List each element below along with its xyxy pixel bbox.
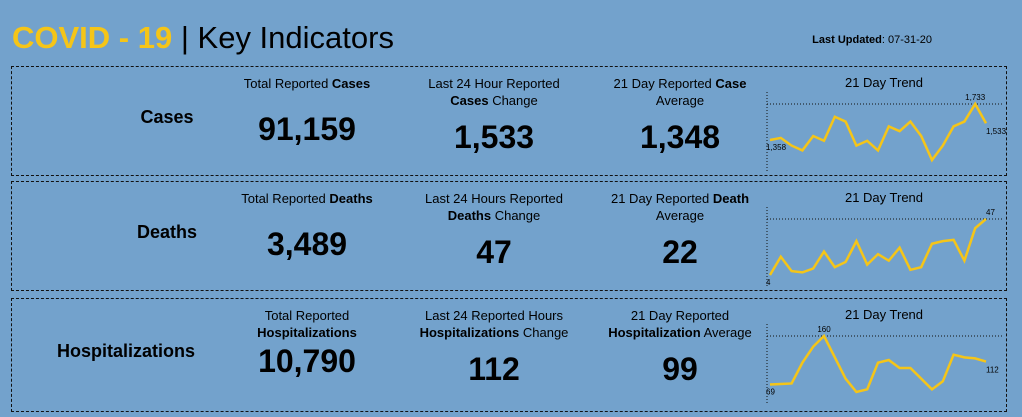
label-part: Total Reported bbox=[241, 191, 330, 206]
metric-label: Total Reported Hospitalizations bbox=[217, 307, 397, 341]
metric-label: 21 Day Reported Hospitalization Average bbox=[590, 307, 770, 341]
label-part: 21 Day Reported bbox=[630, 308, 730, 323]
label-part: Total Reported bbox=[243, 76, 332, 91]
last-updated: Last Updated: 07-31-20 bbox=[812, 34, 932, 46]
label-part: Average bbox=[655, 93, 705, 108]
sparkline: 69 160 112 bbox=[766, 324, 1004, 404]
row-panel: Cases Total Reported Cases 91,159 Last 24 H… bbox=[11, 66, 1007, 176]
label-part: Average bbox=[655, 208, 705, 223]
point-label: 1,358 bbox=[766, 143, 787, 152]
label-part: Cases bbox=[331, 76, 371, 91]
point-label: 47 bbox=[986, 208, 995, 217]
title-highlight: COVID - 19 bbox=[12, 20, 173, 55]
trend-title: 21 Day Trend bbox=[844, 307, 924, 322]
updated-date: : 07-31-20 bbox=[881, 34, 932, 46]
metric-value: 112 bbox=[468, 351, 520, 387]
label-part: Change bbox=[488, 93, 538, 108]
metric-label: Total Reported Cases bbox=[217, 75, 397, 92]
label-part: Deaths bbox=[329, 191, 373, 206]
trend-line bbox=[768, 218, 987, 276]
metric-label: Last 24 Reported Hours Hospitalizations C… bbox=[404, 307, 584, 341]
row-name: Hospitalizations bbox=[56, 341, 195, 361]
metric-value: 22 bbox=[662, 234, 698, 270]
label-part: 21 Day Reported bbox=[613, 76, 716, 91]
point-label: 4 bbox=[766, 278, 771, 287]
label-part: 21 Day Reported bbox=[610, 191, 713, 206]
label-part: Last 24 Hour Reported bbox=[428, 76, 560, 91]
label-part: Average bbox=[700, 325, 752, 340]
metric-value: 91,159 bbox=[258, 111, 356, 147]
label-part: Change bbox=[491, 208, 541, 223]
title: Key Indicators bbox=[197, 20, 394, 55]
metric-label: Last 24 Hours Reported Deaths Change bbox=[404, 190, 584, 224]
metric-label: Last 24 Hour Reported Cases Change bbox=[404, 75, 584, 109]
point-label: 112 bbox=[986, 366, 999, 375]
label-part: Last 24 Reported Hours bbox=[424, 308, 564, 323]
label-part: Hospitalizations bbox=[419, 325, 520, 340]
trend-title: 21 Day Trend bbox=[844, 190, 924, 205]
metric-value: 47 bbox=[476, 234, 512, 270]
header-title: COVID - 19 | Key Indicators bbox=[12, 18, 394, 58]
label-part: Change bbox=[519, 325, 569, 340]
point-label: 1,533 bbox=[986, 127, 1007, 136]
label-part: Case bbox=[715, 76, 747, 91]
label-part: Last 24 Hours Reported bbox=[424, 191, 564, 206]
point-label: 1,733 bbox=[965, 93, 986, 102]
label-part: Deaths bbox=[447, 208, 492, 223]
metric-value: 3,489 bbox=[266, 226, 348, 262]
label-part: Cases bbox=[450, 93, 489, 108]
metric-label: 21 Day Reported Case Average bbox=[590, 75, 770, 109]
row-name: Deaths bbox=[136, 222, 198, 242]
metric-value: 1,348 bbox=[639, 119, 721, 155]
separator: | bbox=[180, 20, 189, 55]
trend-line bbox=[769, 333, 987, 394]
label-part: Total Reported bbox=[264, 308, 350, 323]
point-label: 69 bbox=[766, 388, 775, 397]
row-name: Cases bbox=[140, 107, 194, 127]
updated-label: Last Updated bbox=[812, 34, 882, 46]
sparkline: 1,358 1,733 1,533 bbox=[766, 92, 1007, 172]
row-panel: Deaths Total Reported Deaths 3,489 Last 24 … bbox=[11, 181, 1007, 291]
label-part: Death bbox=[712, 191, 750, 206]
row-panel: Hospitalizations Total Reported Hospitaliz… bbox=[11, 298, 1007, 412]
label-part: Hospitalization bbox=[608, 325, 701, 340]
trend-title: 21 Day Trend bbox=[844, 75, 924, 90]
point-label: 160 bbox=[817, 325, 831, 334]
label-part: Hospitalizations bbox=[257, 325, 357, 340]
metric-value: 99 bbox=[662, 351, 698, 387]
metric-label: 21 Day Reported Death Average bbox=[590, 190, 770, 224]
metric-label: Total Reported Deaths bbox=[217, 190, 397, 207]
metric-value: 1,533 bbox=[453, 119, 535, 155]
metric-value: 10,790 bbox=[258, 343, 356, 379]
trend-line bbox=[769, 101, 988, 163]
sparkline: 4 47 bbox=[766, 207, 1004, 287]
